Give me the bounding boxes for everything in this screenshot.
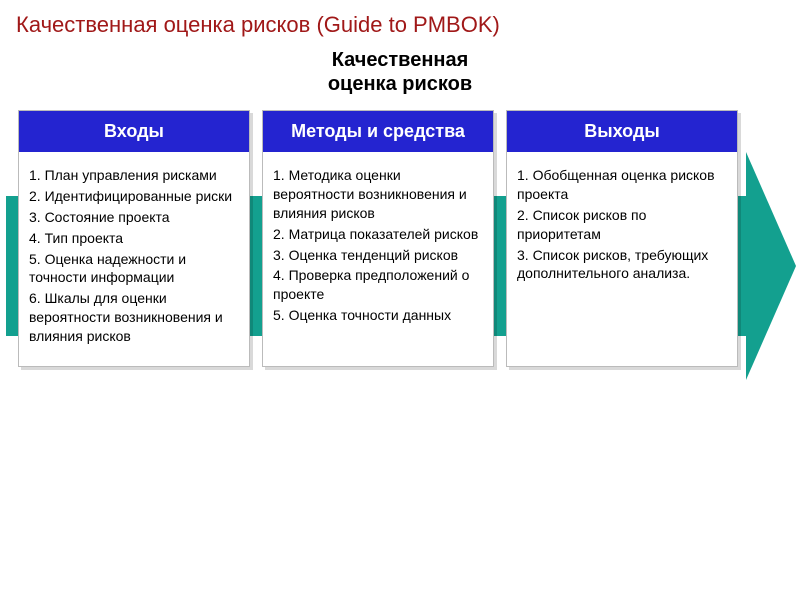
column-body-outputs: 1. Обобщенная оценка рисков проекта 2. С… — [507, 152, 737, 366]
list-item: 1. Обобщенная оценка рисков проекта — [517, 166, 727, 204]
flow-arrow-head-icon — [746, 152, 796, 380]
list-item: 1. Методика оценки вероятности возникнов… — [273, 166, 483, 223]
column-outputs: Выходы 1. Обобщенная оценка рисков проек… — [506, 110, 738, 367]
columns-container: Входы 1. План управления рисками 2. Иден… — [18, 110, 738, 367]
list-item: 2. Матрица показателей рисков — [273, 225, 483, 244]
column-body-methods: 1. Методика оценки вероятности возникнов… — [263, 152, 493, 366]
list-item: 5. Оценка точности данных — [273, 306, 483, 325]
page-title: Качественная оценка рисков (Guide to PMB… — [16, 12, 800, 38]
list-item: 6. Шкалы для оценки вероятности возникно… — [29, 289, 239, 346]
list-item: 4. Тип проекта — [29, 229, 239, 248]
list-item: 4. Проверка предположений о проекте — [273, 266, 483, 304]
diagram-subtitle: Качественная оценка рисков — [0, 48, 800, 96]
column-body-inputs: 1. План управления рисками 2. Идентифици… — [19, 152, 249, 366]
column-methods: Методы и средства 1. Методика оценки вер… — [262, 110, 494, 367]
subtitle-line2: оценка рисков — [328, 73, 472, 95]
column-header-outputs: Выходы — [507, 111, 737, 152]
list-item: 3. Оценка тенденций рисков — [273, 246, 483, 265]
column-header-methods: Методы и средства — [263, 111, 493, 152]
list-item: 3. Список рисков, требующих дополнительн… — [517, 246, 727, 284]
list-item: 2. Идентифицированные риски — [29, 187, 239, 206]
column-inputs: Входы 1. План управления рисками 2. Иден… — [18, 110, 250, 367]
list-item: 5. Оценка надежности и точности информац… — [29, 250, 239, 288]
list-item: 3. Состояние проекта — [29, 208, 239, 227]
process-diagram: Входы 1. План управления рисками 2. Иден… — [0, 110, 800, 590]
list-item: 2. Список рисков по приоритетам — [517, 206, 727, 244]
subtitle-line1: Качественная — [332, 49, 469, 71]
list-item: 1. План управления рисками — [29, 166, 239, 185]
column-header-inputs: Входы — [19, 111, 249, 152]
